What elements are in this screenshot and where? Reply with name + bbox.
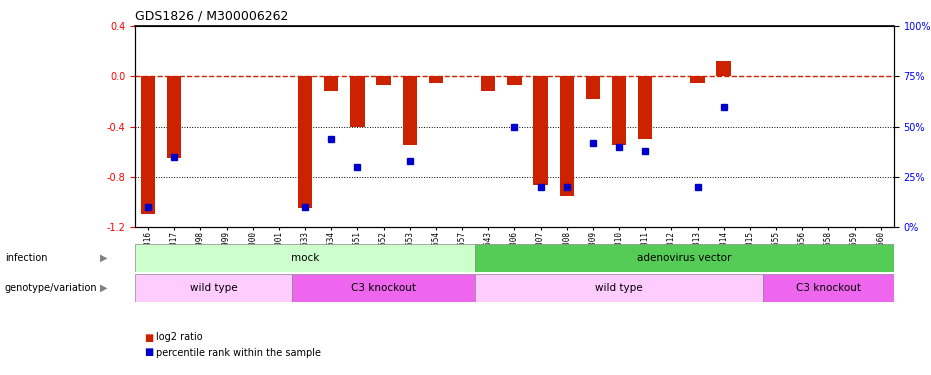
Text: wild type: wild type xyxy=(595,283,642,293)
Bar xyxy=(324,76,339,92)
Text: GDS1826 / M300006262: GDS1826 / M300006262 xyxy=(135,9,289,22)
Text: infection: infection xyxy=(5,253,47,263)
Bar xyxy=(376,76,391,85)
Text: adenovirus vector: adenovirus vector xyxy=(637,253,732,263)
Text: ■: ■ xyxy=(144,333,154,342)
Bar xyxy=(762,274,894,302)
Bar xyxy=(135,274,292,302)
Bar xyxy=(428,76,443,82)
Bar xyxy=(717,62,731,76)
Text: ■: ■ xyxy=(144,348,154,357)
Bar xyxy=(402,76,417,146)
Bar xyxy=(292,274,475,302)
Bar xyxy=(690,76,705,82)
Bar xyxy=(481,76,495,92)
Bar xyxy=(586,76,600,99)
Text: mock: mock xyxy=(290,253,319,263)
Bar xyxy=(612,76,627,146)
Bar xyxy=(350,76,365,127)
Bar xyxy=(141,76,155,214)
Bar xyxy=(560,76,573,195)
Text: C3 knockout: C3 knockout xyxy=(796,283,861,293)
Bar xyxy=(167,76,182,158)
Bar xyxy=(475,244,894,272)
Bar xyxy=(533,76,547,186)
Text: ▶: ▶ xyxy=(100,283,107,293)
Bar xyxy=(638,76,653,139)
Text: wild type: wild type xyxy=(190,283,237,293)
Text: log2 ratio: log2 ratio xyxy=(156,333,203,342)
Text: genotype/variation: genotype/variation xyxy=(5,283,97,293)
Text: percentile rank within the sample: percentile rank within the sample xyxy=(156,348,321,357)
Text: ▶: ▶ xyxy=(100,253,107,263)
Bar xyxy=(298,76,312,208)
Bar xyxy=(507,76,521,85)
Bar xyxy=(475,274,762,302)
Text: C3 knockout: C3 knockout xyxy=(351,283,416,293)
Bar xyxy=(135,244,475,272)
